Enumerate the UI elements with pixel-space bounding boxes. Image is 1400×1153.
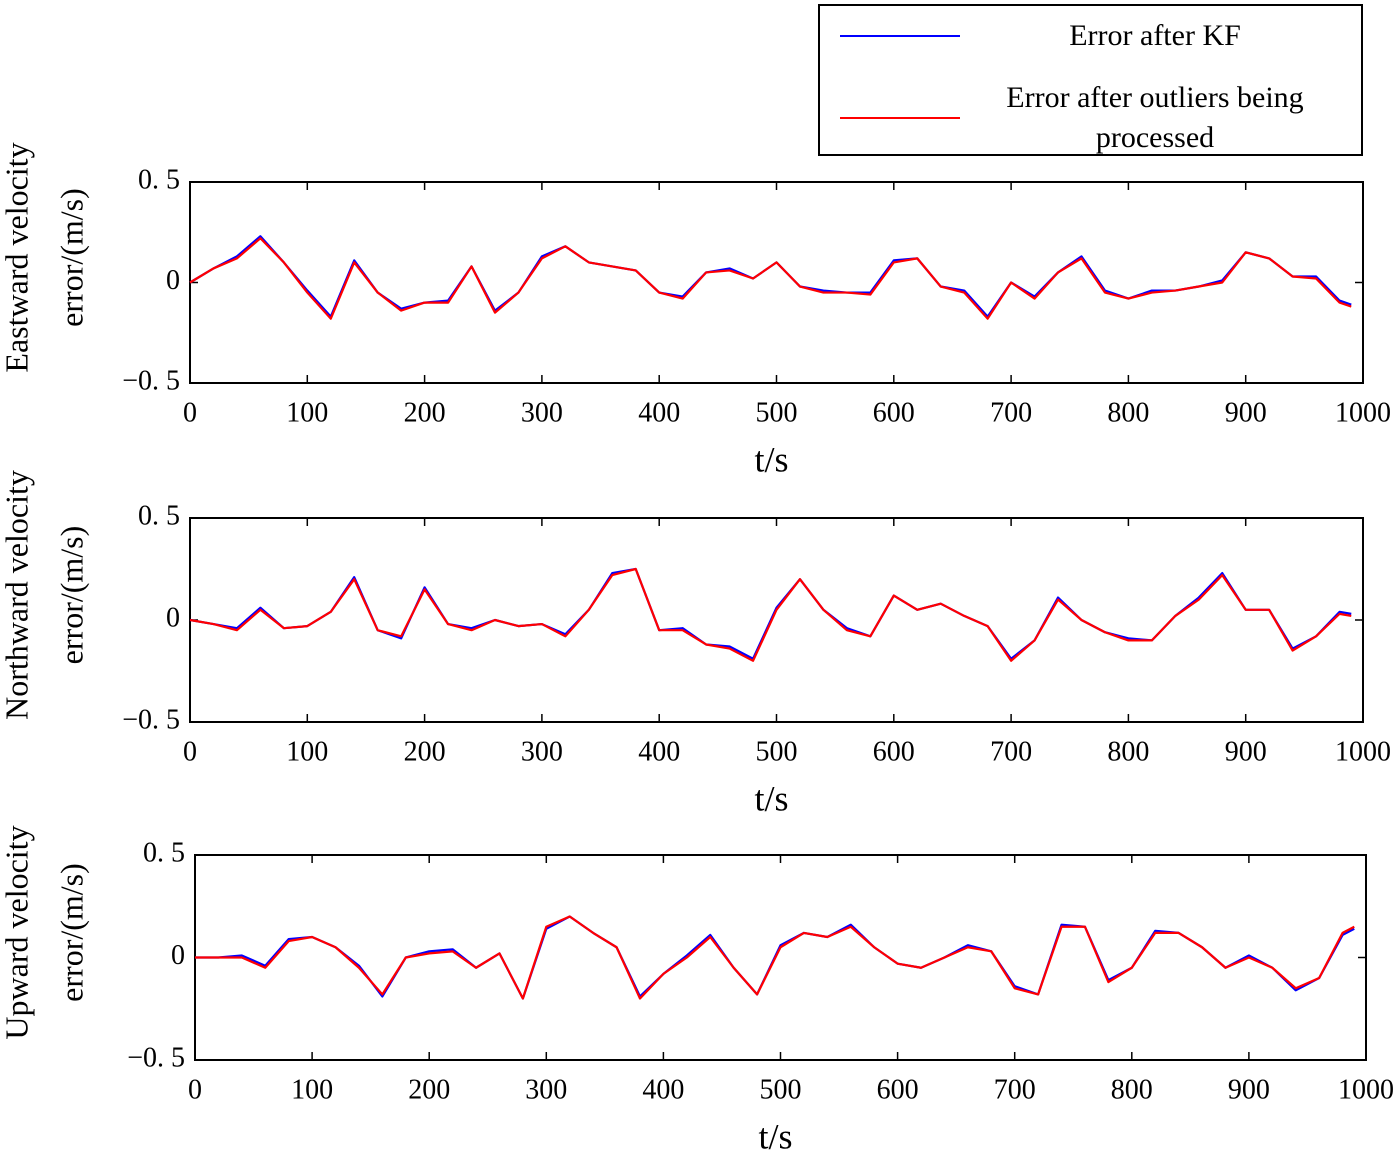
y-axis-label: Upward velocity	[0, 825, 34, 1039]
legend-swatch	[840, 35, 960, 37]
plot-area	[194, 854, 1367, 1061]
y-tick-label: 0	[166, 265, 180, 296]
legend: Error after KF Error after outliers bein…	[818, 4, 1363, 156]
x-tick-label: 700	[990, 397, 1032, 428]
x-tick-label: 700	[994, 1074, 1036, 1105]
legend-entry: Error after KF	[820, 16, 1365, 56]
x-tick-label: 500	[756, 397, 798, 428]
x-tick-label: 500	[756, 736, 798, 767]
legend-label: Error after KF	[1069, 19, 1241, 52]
x-tick-label: 0	[183, 736, 197, 767]
y-tick-label: 0	[171, 940, 185, 971]
data-line	[195, 915, 1355, 1000]
y-tick-label: 0. 5	[138, 500, 180, 531]
x-axis-label: t/s	[758, 1116, 792, 1153]
y-axis-label: error/(m/s)	[53, 188, 89, 327]
x-tick-label: 300	[521, 736, 563, 767]
x-tick-label: 700	[990, 736, 1032, 767]
x-tick-label: 1000	[1335, 397, 1391, 428]
x-tick-label: 900	[1228, 1074, 1270, 1105]
x-tick-label: 600	[877, 1074, 919, 1105]
y-tick-label: 0. 5	[143, 837, 185, 868]
x-tick-label: 200	[404, 397, 446, 428]
x-tick-label: 300	[525, 1074, 567, 1105]
data-line	[189, 567, 1352, 662]
x-tick-label: 600	[873, 397, 915, 428]
x-tick-label: 800	[1107, 397, 1149, 428]
plot-area	[189, 181, 1364, 384]
plot-area	[189, 517, 1364, 723]
y-tick-label: −0. 5	[127, 1042, 185, 1073]
y-axis-label: error/(m/s)	[53, 863, 89, 1002]
x-tick-label: 1000	[1335, 736, 1391, 767]
x-axis-label: t/s	[754, 439, 788, 479]
legend-entry: Error after outliers being processed	[820, 78, 1365, 158]
y-axis-label: Northward velocity	[0, 470, 34, 720]
data-line	[189, 237, 1352, 320]
y-tick-label: 0. 5	[138, 164, 180, 195]
x-tick-label: 800	[1107, 736, 1149, 767]
y-tick-label: −0. 5	[122, 704, 180, 735]
y-tick-label: −0. 5	[122, 365, 180, 396]
x-tick-label: 200	[408, 1074, 450, 1105]
x-tick-label: 0	[183, 397, 197, 428]
x-tick-label: 0	[188, 1074, 202, 1105]
x-tick-label: 900	[1225, 397, 1267, 428]
y-axis-label: Eastward velocity	[0, 142, 34, 372]
x-tick-label: 300	[521, 397, 563, 428]
x-tick-label: 900	[1225, 736, 1267, 767]
x-tick-label: 400	[642, 1074, 684, 1105]
x-tick-label: 600	[873, 736, 915, 767]
y-tick-label: 0	[166, 602, 180, 633]
x-tick-label: 400	[638, 397, 680, 428]
y-axis-label: error/(m/s)	[53, 526, 89, 665]
x-tick-label: 500	[760, 1074, 802, 1105]
x-tick-label: 800	[1111, 1074, 1153, 1105]
x-tick-label: 1000	[1338, 1074, 1394, 1105]
x-tick-label: 200	[404, 736, 446, 767]
x-tick-label: 100	[286, 736, 328, 767]
x-tick-label: 100	[286, 397, 328, 428]
x-tick-label: 100	[291, 1074, 333, 1105]
x-tick-label: 400	[638, 736, 680, 767]
legend-label: Error after outliers being processed	[1006, 81, 1304, 154]
x-axis-label: t/s	[754, 778, 788, 818]
legend-swatch	[840, 117, 960, 119]
